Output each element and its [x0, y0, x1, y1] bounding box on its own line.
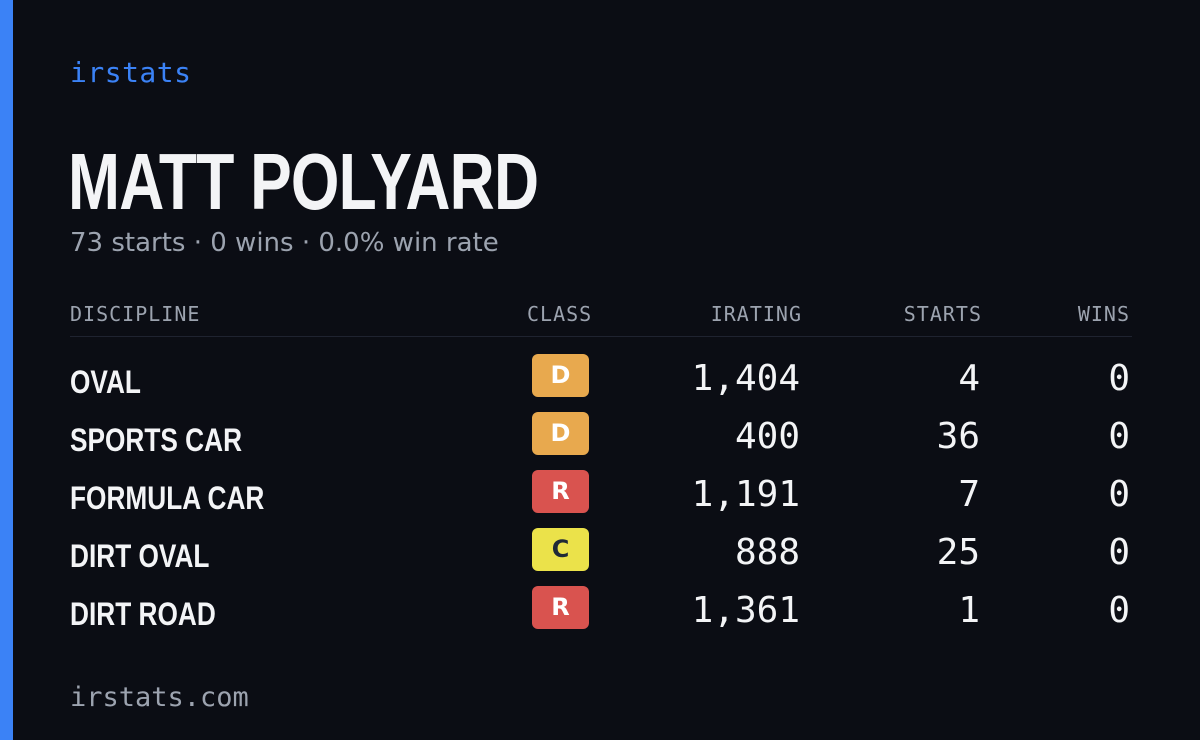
- wins-value: 0: [1108, 590, 1130, 631]
- table-header: DISCIPLINE CLASS IRATING STARTS WINS: [70, 300, 1132, 337]
- discipline-name: DIRT OVAL: [70, 538, 210, 574]
- irating-value: 1,361: [691, 590, 800, 631]
- header-discipline: DISCIPLINE: [70, 302, 201, 326]
- irating-value: 888: [734, 532, 800, 573]
- brand-logo: irstats: [70, 56, 192, 89]
- starts-value: 25: [936, 532, 980, 573]
- wins-value: 0: [1108, 358, 1130, 399]
- discipline-name: OVAL: [70, 364, 141, 400]
- discipline-name: SPORTS CAR: [70, 422, 243, 458]
- header-irating: IRATING: [710, 302, 802, 326]
- header-class: CLASS: [527, 302, 593, 326]
- wins-value: 0: [1108, 532, 1130, 573]
- wins-value: 0: [1108, 474, 1130, 515]
- class-badge: R: [532, 470, 589, 513]
- starts-value: 1: [958, 590, 980, 631]
- driver-summary: 73 starts · 0 wins · 0.0% win rate: [70, 228, 499, 258]
- discipline-name: DIRT ROAD: [70, 596, 216, 632]
- driver-name: MATT POLYARD: [68, 137, 539, 226]
- table-row: SPORTS CAR D 400 36 0: [70, 410, 1132, 468]
- table-row: OVAL D 1,404 4 0: [70, 352, 1132, 410]
- starts-value: 4: [958, 358, 980, 399]
- site-url: irstats.com: [70, 682, 249, 713]
- table-row: FORMULA CAR R 1,191 7 0: [70, 468, 1132, 526]
- discipline-name: FORMULA CAR: [70, 480, 265, 516]
- class-badge: R: [532, 586, 589, 629]
- class-badge: D: [532, 412, 589, 455]
- table-row: DIRT ROAD R 1,361 1 0: [70, 584, 1132, 642]
- irating-value: 1,191: [691, 474, 800, 515]
- starts-value: 36: [936, 416, 980, 457]
- class-badge: C: [532, 528, 589, 571]
- starts-value: 7: [958, 474, 980, 515]
- stats-table: OVAL D 1,404 4 0 SPORTS CAR D 400 36 0 F…: [70, 352, 1132, 642]
- irating-value: 1,404: [691, 358, 800, 399]
- irating-value: 400: [734, 416, 800, 457]
- table-row: DIRT OVAL C 888 25 0: [70, 526, 1132, 584]
- wins-value: 0: [1108, 416, 1130, 457]
- header-starts: STARTS: [903, 302, 982, 326]
- class-badge: D: [532, 354, 589, 397]
- header-wins: WINS: [1077, 302, 1130, 326]
- accent-bar: [0, 0, 13, 740]
